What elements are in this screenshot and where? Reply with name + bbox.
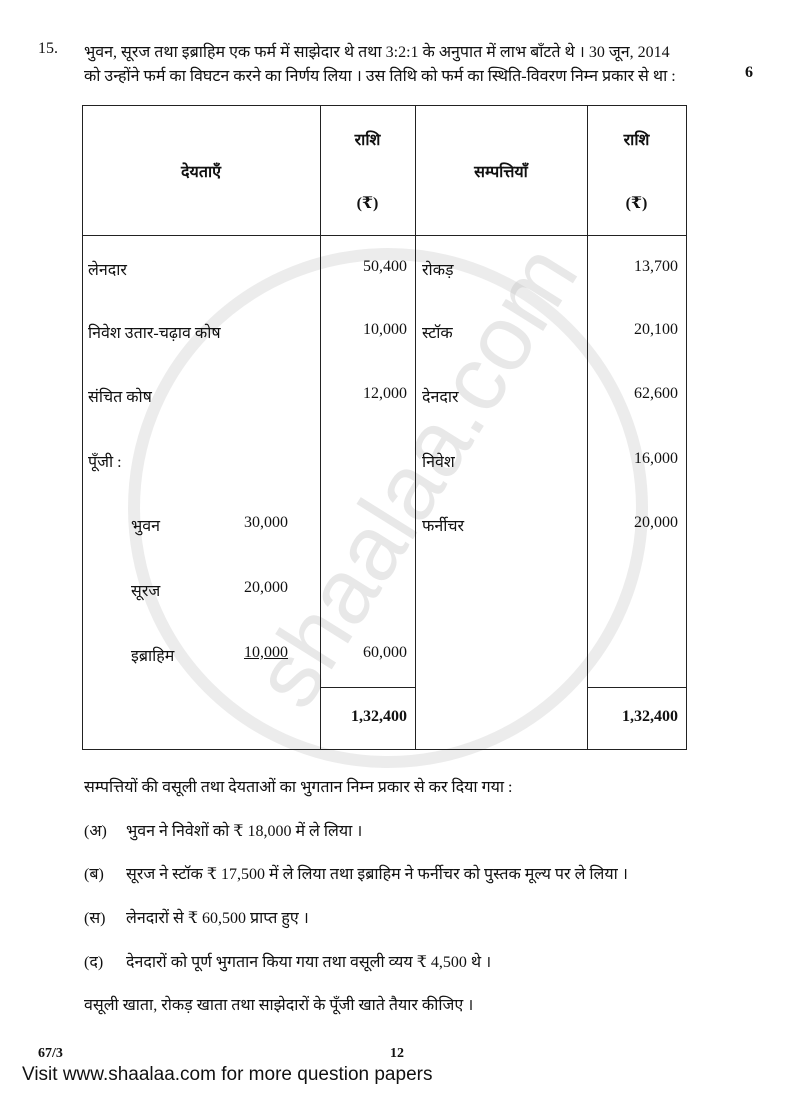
liability-amount: 50,400 — [363, 258, 407, 275]
footer-link[interactable]: Visit www.shaalaa.com for more question … — [22, 1064, 433, 1085]
asset-label: रोकड़ — [422, 262, 454, 279]
asset-amount: 16,000 — [634, 450, 678, 467]
asset-label: निवेश — [422, 454, 455, 471]
header-amount-liabilities: राशि — [354, 132, 381, 149]
asset-amount: 20,100 — [634, 321, 678, 338]
item-key: (ब) — [84, 866, 104, 883]
capital-partner-amount: 30,000 — [244, 514, 288, 531]
asset-label: देनदार — [422, 389, 459, 406]
question-line-2: को उन्होंने फर्म का विघटन करने का निर्णय… — [84, 68, 676, 85]
capital-partner-amount: 20,000 — [244, 579, 288, 596]
capital-partner-label: सूरज — [131, 583, 161, 600]
capital-partner-amount: 10,000 — [244, 644, 288, 661]
question-number: 15. — [38, 40, 58, 57]
liability-label: निवेश उतार-चढ़ाव कोष — [88, 325, 221, 342]
liability-amount: 10,000 — [363, 321, 407, 338]
asset-amount: 62,600 — [634, 385, 678, 402]
liabilities-total: 1,32,400 — [351, 708, 407, 725]
header-currency-assets: (₹) — [625, 195, 648, 212]
capital-partner-label: भुवन — [131, 518, 161, 535]
liability-label: पूँजी : — [88, 454, 122, 471]
liability-amount: 12,000 — [363, 385, 407, 402]
liability-label: संचित कोष — [88, 389, 152, 406]
asset-label: स्टॉक — [422, 325, 453, 342]
marks: 6 — [745, 64, 753, 81]
capital-total: 60,000 — [363, 644, 407, 661]
asset-amount: 13,700 — [634, 258, 678, 275]
paper-code: 67/3 — [38, 1046, 63, 1061]
header-liabilities: देयताएँ — [181, 164, 221, 181]
question-line-1: भुवन, सूरज तथा इब्राहिम एक फर्म में साझे… — [84, 44, 670, 61]
item-key: (अ) — [84, 823, 107, 840]
asset-amount: 20,000 — [634, 514, 678, 531]
item-text: सूरज ने स्टॉक ₹ 17,500 में ले लिया तथा इ… — [126, 866, 628, 883]
liability-label: लेनदार — [88, 262, 127, 279]
item-key: (द) — [84, 954, 104, 971]
header-amount-assets: राशि — [623, 132, 650, 149]
intro-text: सम्पत्तियों की वसूली तथा देयताओं का भुगत… — [84, 779, 513, 796]
page-number: 12 — [390, 1046, 404, 1061]
item-text: लेनदारों से ₹ 60,500 प्राप्त हुए । — [126, 910, 309, 927]
header-currency-liabilities: (₹) — [356, 195, 379, 212]
asset-label: फर्नीचर — [422, 518, 465, 535]
capital-partner-label: इब्राहिम — [131, 648, 175, 665]
item-text: भुवन ने निवेशों को ₹ 18,000 में ले लिया … — [126, 823, 363, 840]
assets-total: 1,32,400 — [622, 708, 678, 725]
item-key: (स) — [84, 910, 106, 927]
item-text: देनदारों को पूर्ण भुगतान किया गया तथा वस… — [126, 954, 492, 971]
header-assets: सम्पत्तियाँ — [474, 164, 528, 181]
instruction-text: वसूली खाता, रोकड़ खाता तथा साझेदारों के … — [84, 997, 474, 1014]
